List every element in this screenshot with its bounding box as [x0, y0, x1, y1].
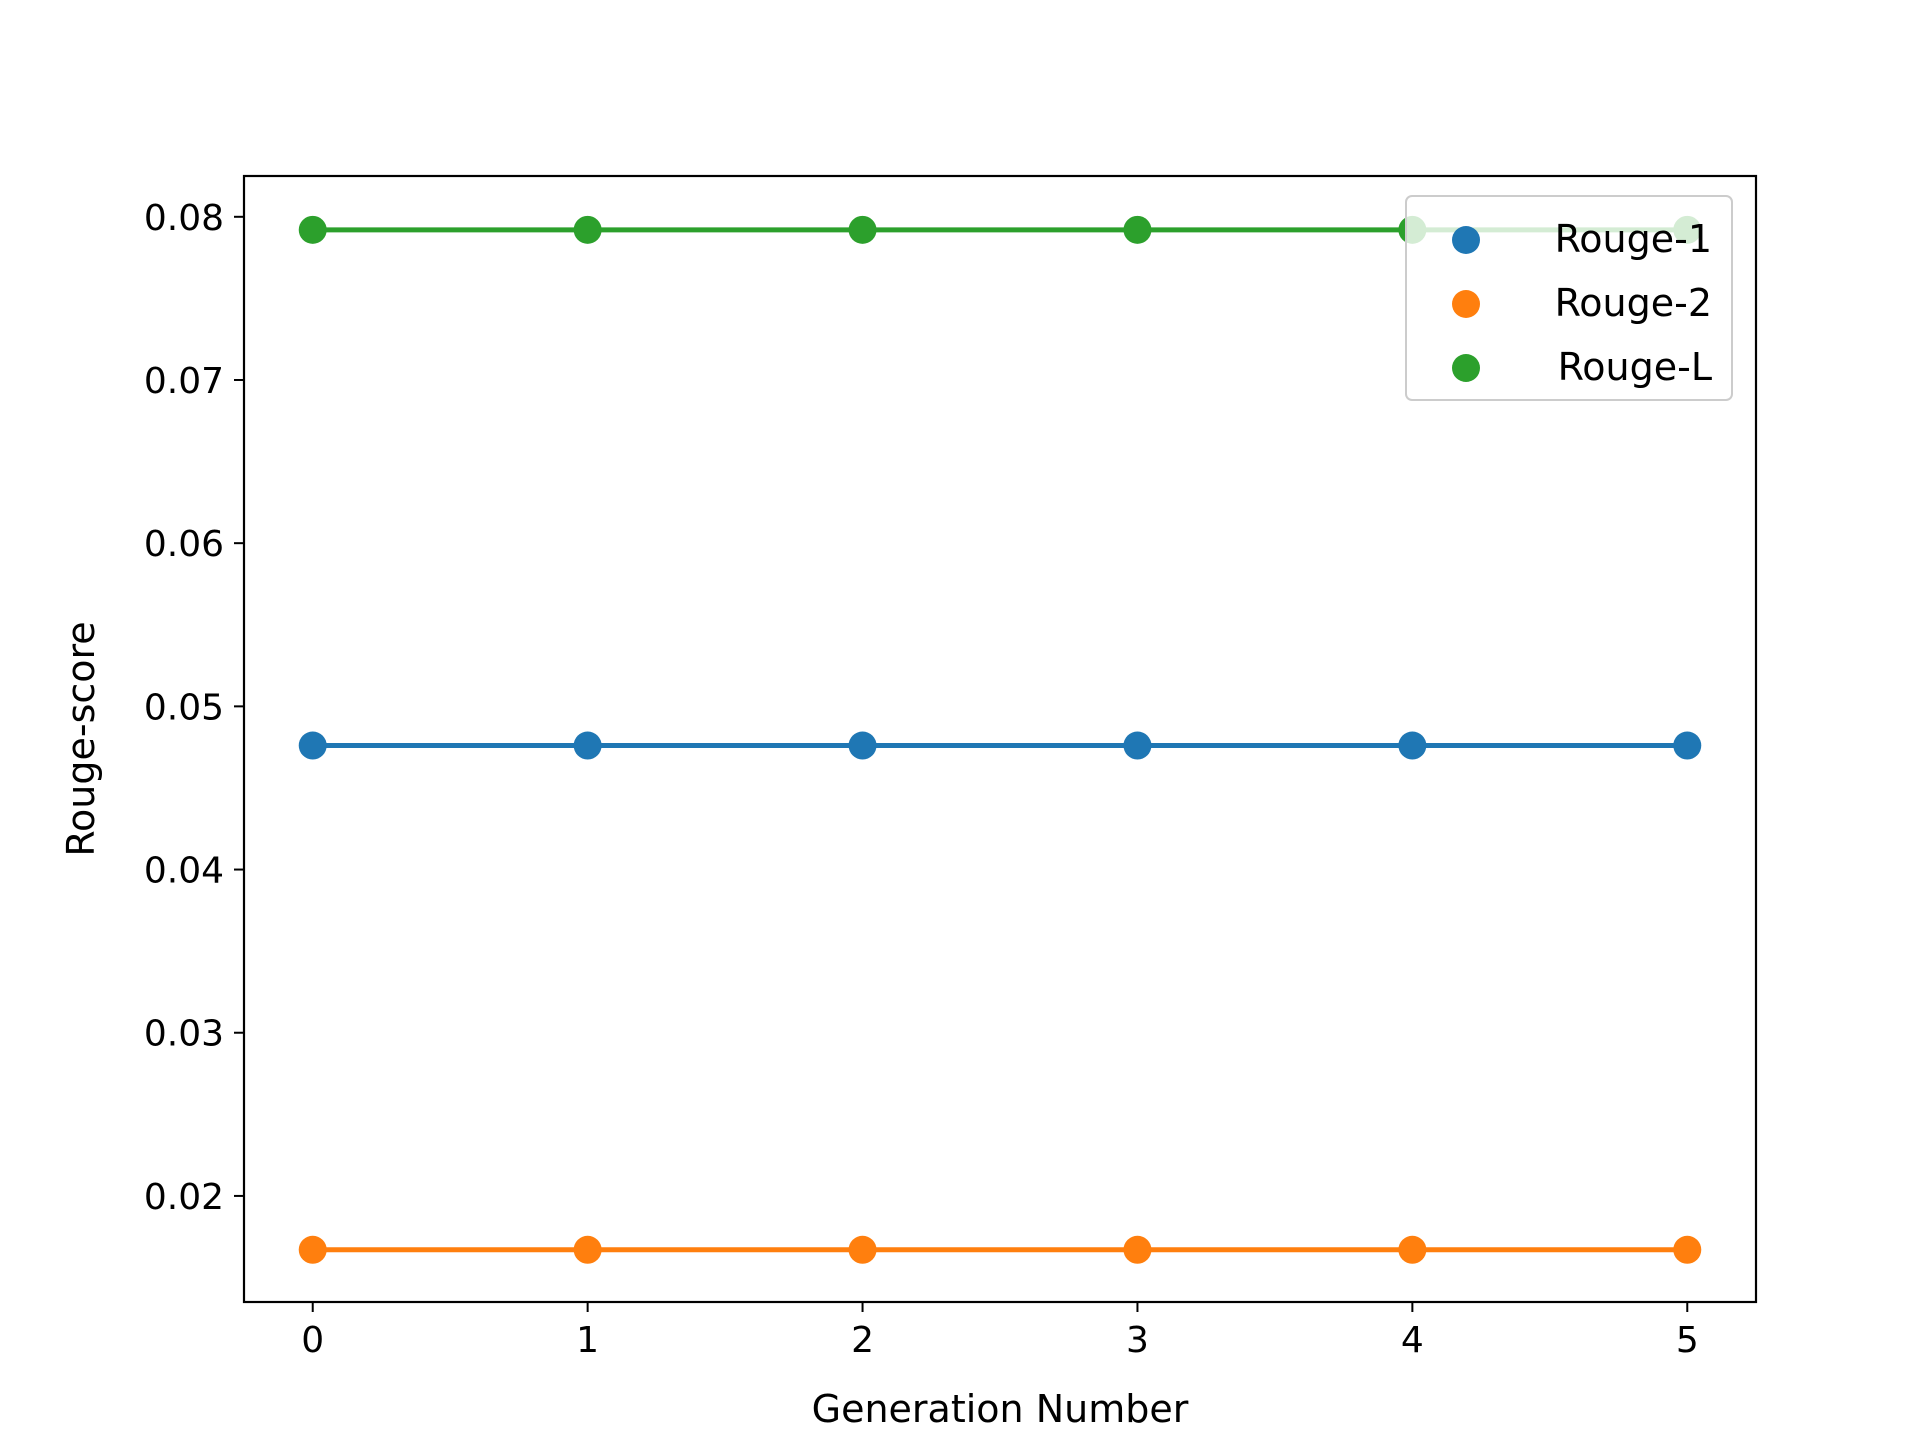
data-point-rouge-2 — [848, 1235, 877, 1264]
data-point-rouge-l — [1123, 215, 1152, 244]
x-tick-label: 1 — [576, 1320, 599, 1361]
data-point-rouge-l — [573, 215, 602, 244]
data-point-rouge-l — [848, 215, 877, 244]
y-axis: 0.02 0.03 0.04 0.05 0.06 0.07 0.08 — [144, 198, 244, 1218]
legend-label-rouge-l: Rouge-L — [1558, 345, 1712, 389]
data-point-rouge-1 — [848, 731, 877, 760]
x-axis-title: Generation Number — [812, 1387, 1189, 1431]
data-point-rouge-l — [298, 215, 327, 244]
data-point-rouge-2 — [1673, 1235, 1702, 1264]
legend-marker-rouge-1 — [1452, 226, 1480, 254]
data-point-rouge-2 — [1123, 1235, 1152, 1264]
data-point-rouge-1 — [1123, 731, 1152, 760]
y-tick-label: 0.04 — [144, 851, 224, 892]
legend-label-rouge-1: Rouge-1 — [1555, 217, 1712, 261]
data-point-rouge-1 — [1398, 731, 1427, 760]
legend-label-rouge-2: Rouge-2 — [1555, 281, 1712, 325]
y-tick-label: 0.07 — [144, 361, 224, 402]
data-point-rouge-1 — [1673, 731, 1702, 760]
y-axis-title: Rouge-score — [59, 621, 103, 856]
x-tick-label: 0 — [301, 1320, 324, 1361]
data-point-rouge-2 — [1398, 1235, 1427, 1264]
data-point-rouge-1 — [298, 731, 327, 760]
series-layer — [298, 215, 1702, 1264]
legend-box — [1405, 195, 1733, 401]
y-tick-label: 0.02 — [144, 1177, 224, 1218]
x-tick-label: 3 — [1126, 1320, 1149, 1361]
data-point-rouge-2 — [573, 1235, 602, 1264]
x-axis: 0 1 2 3 4 5 — [301, 1302, 1699, 1361]
legend-marker-rouge-l — [1452, 354, 1480, 382]
legend: Rouge-1 Rouge-2 Rouge-L — [1405, 195, 1733, 401]
y-tick-label: 0.08 — [144, 198, 224, 239]
y-tick-label: 0.05 — [144, 687, 224, 728]
x-tick-label: 2 — [851, 1320, 874, 1361]
data-point-rouge-1 — [573, 731, 602, 760]
y-tick-label: 0.06 — [144, 524, 224, 565]
plot-frame — [242, 174, 1758, 1304]
y-tick-label: 0.03 — [144, 1014, 224, 1055]
data-point-rouge-2 — [298, 1235, 327, 1264]
legend-marker-rouge-2 — [1452, 290, 1480, 318]
x-tick-label: 5 — [1676, 1320, 1699, 1361]
x-tick-label: 4 — [1401, 1320, 1424, 1361]
